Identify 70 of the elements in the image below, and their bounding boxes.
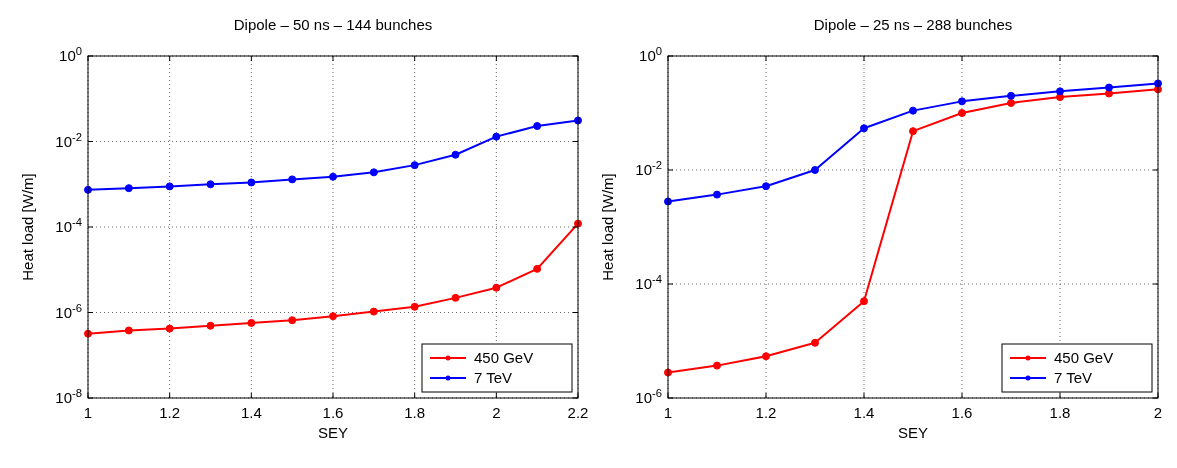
point — [1105, 83, 1113, 92]
y-tick-label: 10$^{-6}$ — [635, 387, 662, 407]
point — [165, 324, 174, 333]
y-tick-label: 10$^{0}$ — [639, 45, 662, 65]
point — [713, 361, 721, 370]
x-tick-label: 1.6 — [951, 404, 973, 421]
point — [492, 283, 501, 292]
legend-label: 450 GeV — [1054, 349, 1114, 367]
point — [909, 127, 917, 136]
point — [288, 175, 297, 184]
x-tick-label: 1.2 — [755, 404, 777, 421]
point — [206, 321, 215, 330]
point — [1007, 98, 1015, 107]
x-axis-title: SEY — [897, 424, 929, 441]
point — [811, 338, 819, 347]
point — [1007, 91, 1015, 100]
point — [206, 180, 215, 189]
x-tick-label: 2 — [1153, 404, 1163, 421]
point — [369, 168, 378, 177]
point — [410, 161, 419, 170]
x-tick-label: 1.4 — [240, 404, 262, 421]
x-tick-label: 1.2 — [159, 404, 181, 421]
y-tick-label: 10$^{-2}$ — [55, 130, 82, 150]
point — [451, 293, 460, 302]
point — [124, 326, 133, 335]
legend-label: 7 TeV — [1054, 369, 1093, 387]
chart-title: Dipole – 25 ns – 288 bunches — [813, 16, 1013, 33]
x-tick-label: 1 — [663, 404, 673, 421]
point — [762, 352, 770, 361]
x-tick-label: 1.8 — [1049, 404, 1071, 421]
y-tick-label: 10$^{0}$ — [59, 45, 82, 65]
y-tick-label: 10$^{-4}$ — [635, 273, 662, 293]
x-tick-label: 1.4 — [853, 404, 875, 421]
point — [369, 307, 378, 316]
point — [909, 106, 917, 115]
y-tick-label: 10$^{-4}$ — [55, 216, 82, 236]
legend-label: 450 GeV — [474, 349, 534, 367]
point — [811, 166, 819, 174]
point — [533, 264, 542, 273]
y-tick-label: 10$^{-2}$ — [635, 159, 662, 179]
point — [329, 312, 337, 321]
point — [247, 318, 256, 327]
point — [958, 109, 966, 117]
point — [762, 182, 770, 191]
point — [1056, 87, 1064, 96]
point — [533, 122, 542, 131]
point — [410, 302, 419, 311]
point — [492, 132, 501, 141]
point — [165, 182, 174, 191]
x-tick-label: 1.6 — [322, 404, 344, 421]
y-tick-label: 10$^{-6}$ — [55, 301, 82, 321]
point — [124, 184, 133, 193]
y-axis-title: Heat load [W/m] — [599, 173, 616, 281]
x-tick-label: 1 — [83, 404, 93, 421]
point — [713, 190, 721, 199]
x-tick-label: 2 — [492, 404, 501, 421]
x-tick-label: 2.2 — [567, 404, 589, 421]
point — [860, 124, 868, 133]
point — [247, 178, 256, 187]
y-tick-label: 10$^{-8}$ — [55, 387, 82, 407]
point — [860, 297, 868, 306]
legend-label: 7 TeV — [474, 369, 513, 387]
point — [451, 150, 460, 159]
point — [288, 316, 297, 325]
point — [958, 97, 966, 106]
chart-title: Dipole – 50 ns – 144 bunches — [233, 16, 433, 33]
x-axis-title: SEY — [317, 424, 349, 441]
x-tick-label: 1.8 — [404, 404, 426, 421]
y-axis-title: Heat load [W/m] — [19, 173, 36, 281]
point — [329, 172, 337, 181]
